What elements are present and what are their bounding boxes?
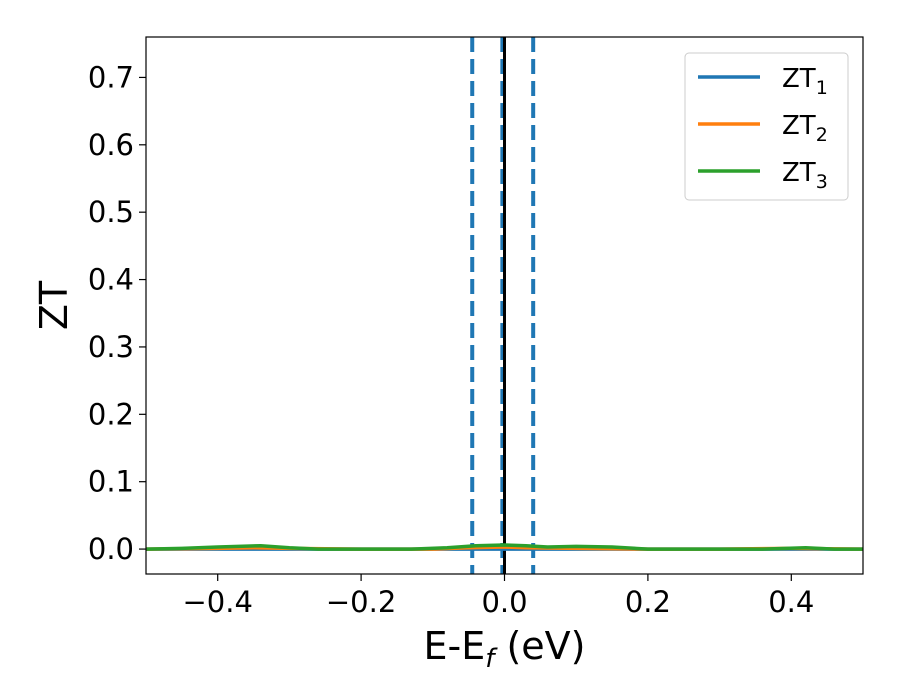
x-axis-title: E-Ef (eV) <box>424 624 586 674</box>
y-tick-label: 0.0 <box>88 532 134 566</box>
y-tick-label: 0.1 <box>88 465 134 499</box>
legend-label-subscript: 1 <box>816 77 828 99</box>
x-tick-label: 0.0 <box>481 585 527 619</box>
legend-label-3: ZT3 <box>782 158 828 193</box>
x-axis-title-main: E-E <box>424 624 486 668</box>
legend-label-1: ZT1 <box>782 64 828 99</box>
series-line-3 <box>146 543 863 551</box>
y-tick-label: 0.7 <box>88 60 134 94</box>
legend-label-main: ZT <box>782 64 816 94</box>
x-tick-label: 0.2 <box>625 585 671 619</box>
legend-label-2: ZT2 <box>782 111 828 146</box>
y-tick-label: 0.5 <box>88 195 134 229</box>
x-tick-label: −0.4 <box>182 585 252 619</box>
y-tick-label: 0.2 <box>88 397 134 431</box>
y-tick-label: 0.3 <box>88 330 134 364</box>
legend-box <box>684 52 849 201</box>
legend-label-main: ZT <box>782 158 816 188</box>
legend-label-subscript: 2 <box>816 124 828 146</box>
legend-label-subscript: 3 <box>816 171 828 193</box>
x-tick-label: −0.2 <box>326 585 396 619</box>
y-axis-title: ZT <box>32 280 76 330</box>
axes: −0.4 −0.2 0.0 0.2 0.4 0.0 0.1 0.2 0.3 0.4 0.5 0.6 0.… <box>32 36 864 674</box>
legend-label-main: ZT <box>782 111 816 141</box>
plot-inner <box>146 37 863 574</box>
y-tick-label: 0.4 <box>88 263 134 297</box>
x-tick-label: 0.4 <box>768 585 814 619</box>
x-axis-title-unit: (eV) <box>494 624 585 668</box>
y-tick-label: 0.6 <box>88 128 134 162</box>
plot-area <box>146 37 863 574</box>
